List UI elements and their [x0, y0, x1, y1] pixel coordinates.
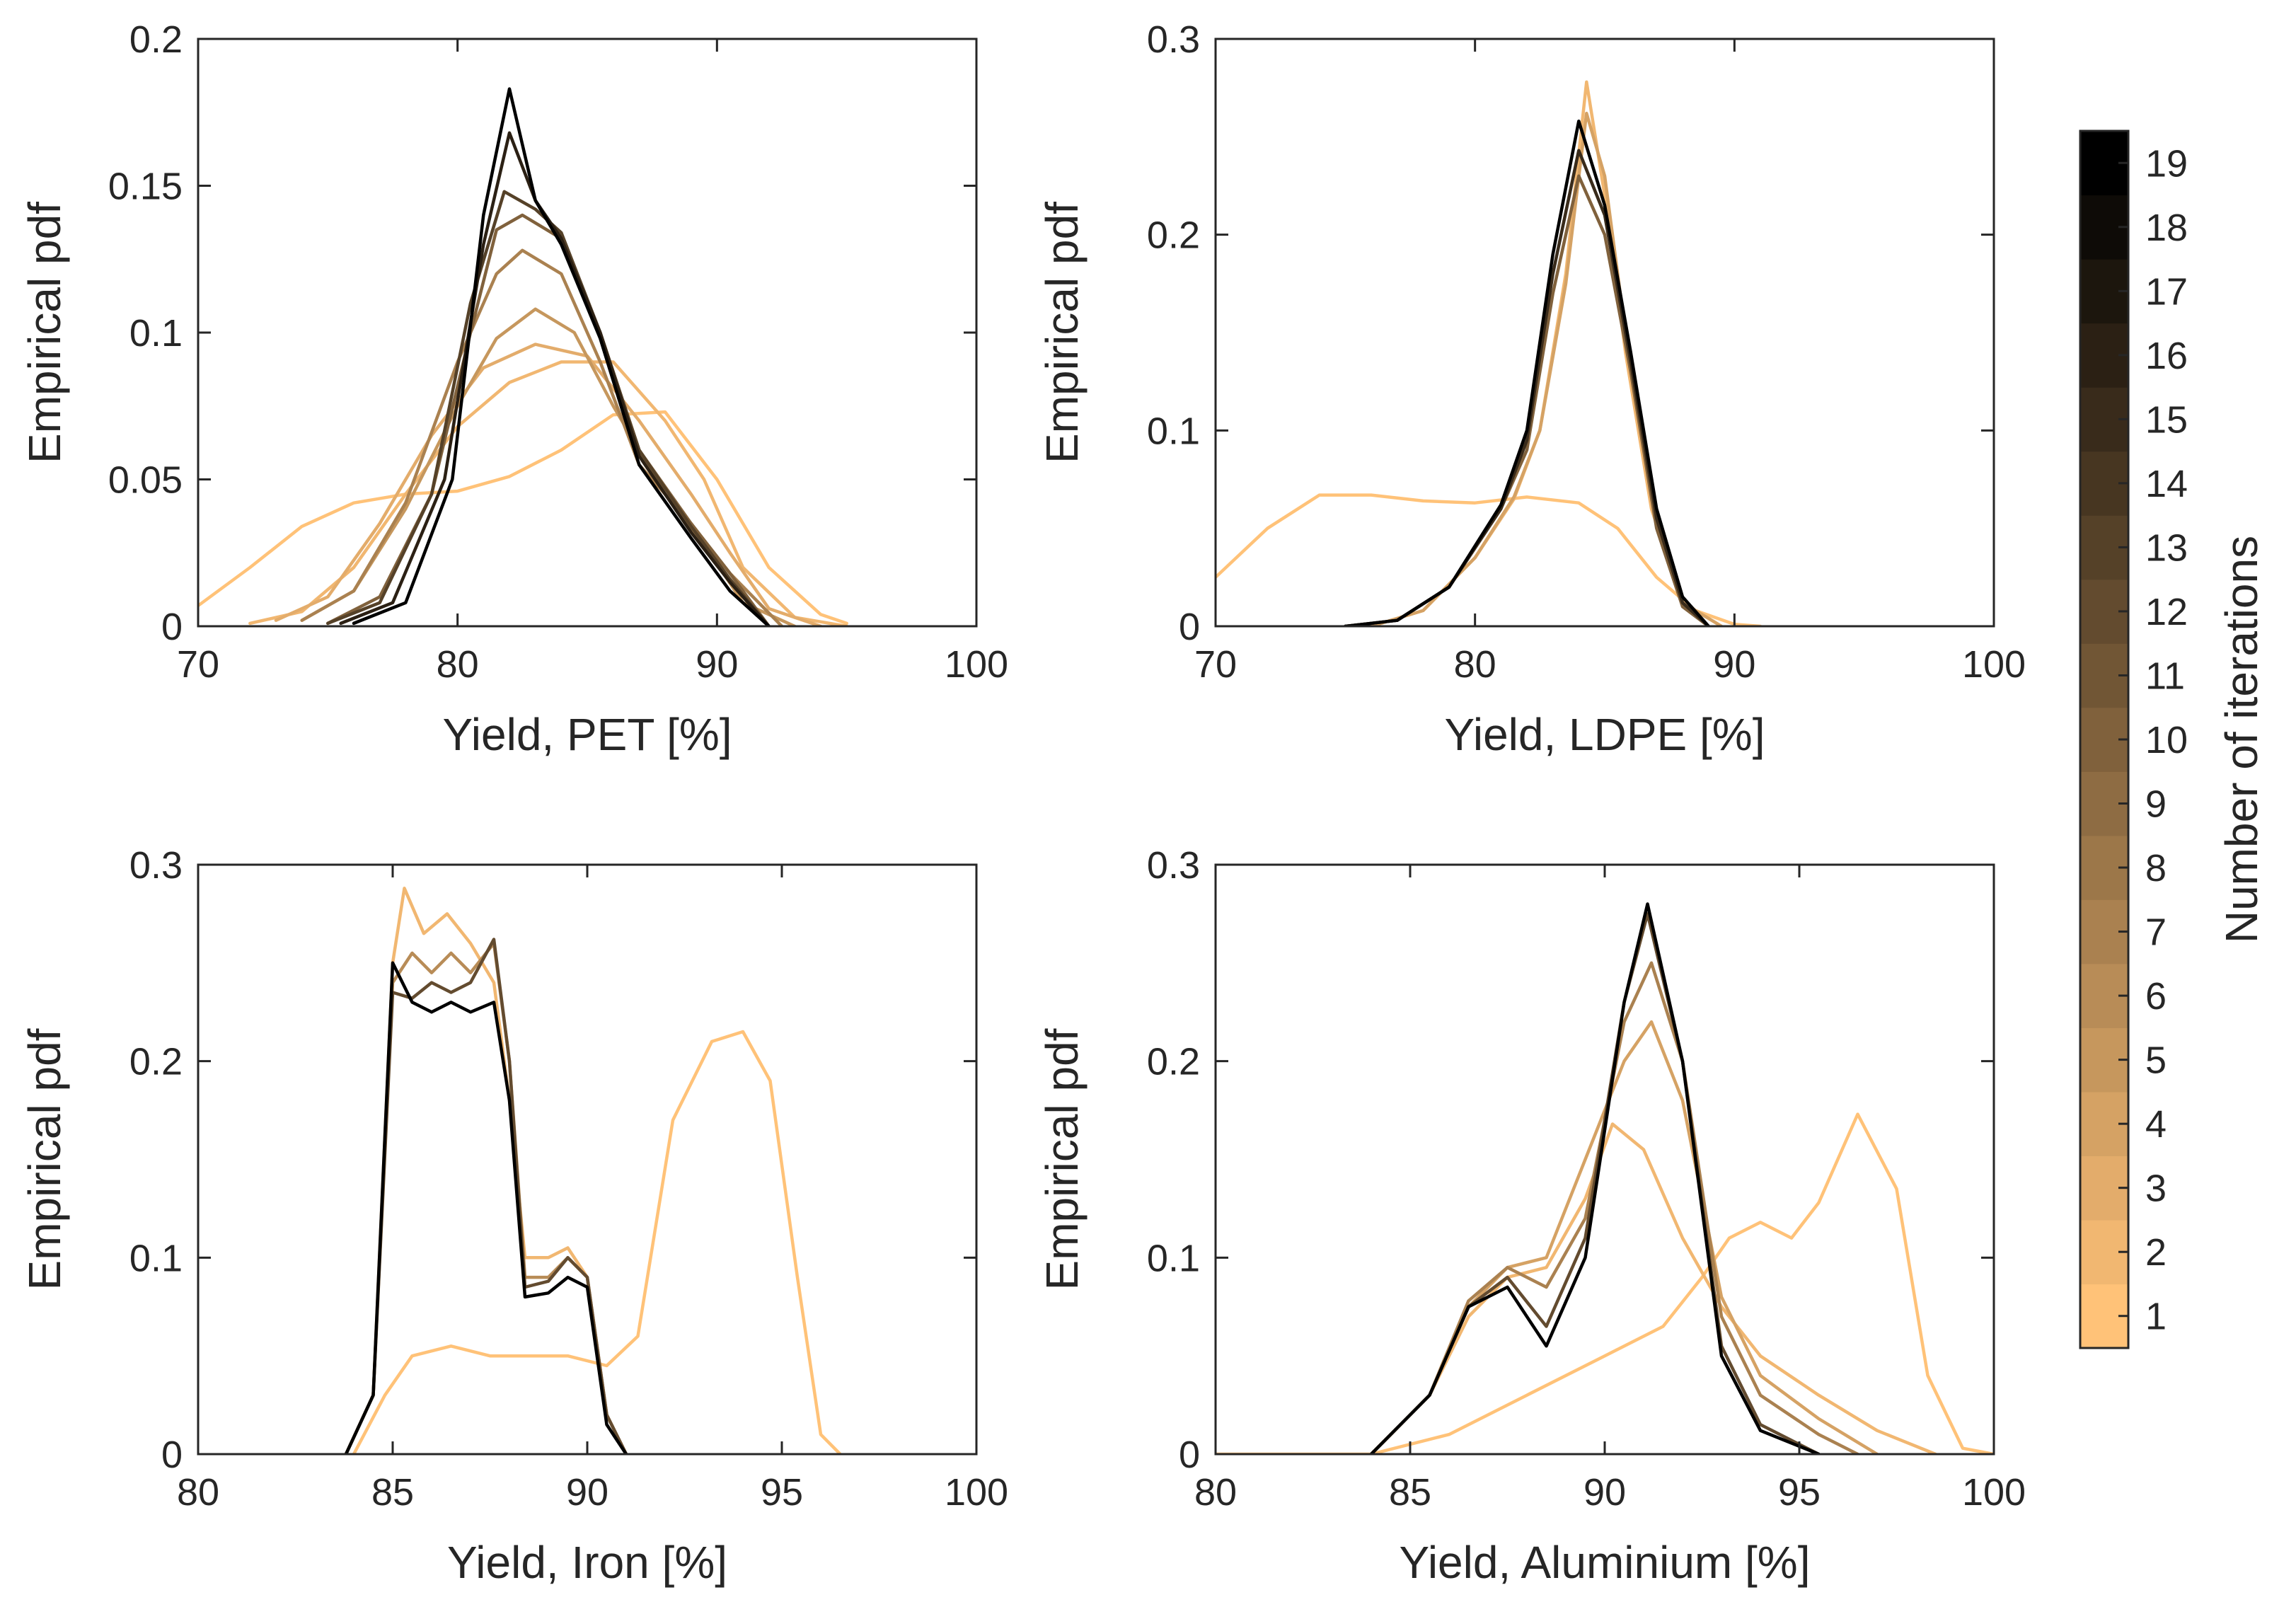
x-tick-label: 90: [1713, 643, 1755, 686]
panel-pet: 70 80 90 100 0 0.05 0.1 0.15 0.2 Yield, PET [%] Em…: [19, 18, 1008, 760]
series-line-iter-4: [1369, 1020, 1879, 1454]
series-line-iter-1: [352, 1030, 842, 1454]
series-line-iter-12: [344, 938, 628, 1454]
x-tick-label: 85: [1389, 1471, 1431, 1514]
colorbar-tick-label: 13: [2145, 526, 2188, 569]
series-line-iter-7: [300, 248, 784, 626]
y-tick-label: 0.3: [1147, 18, 1200, 61]
series-line-iter-19: [1369, 902, 1821, 1454]
colorbar-tick-label: 19: [2145, 142, 2188, 185]
series-group: [198, 87, 848, 626]
y-axis-label: Empirical pdf: [1037, 1028, 1088, 1290]
series-line-iter-10: [1344, 174, 1710, 626]
colorbar-tick-label: 17: [2145, 270, 2188, 313]
x-tick-label: 100: [1962, 1471, 2026, 1514]
y-tick-label: 0: [1179, 1434, 1200, 1476]
series-line-iter-2: [248, 360, 848, 626]
axes-box: [1214, 863, 1995, 1456]
series-line-iter-2: [1369, 1122, 1937, 1454]
x-tick-label: 90: [566, 1471, 608, 1514]
y-tick-label: 0.2: [1147, 1041, 1200, 1083]
y-tick-label: 0.2: [129, 18, 183, 61]
x-tick-label: 80: [437, 643, 479, 686]
y-tick-label: 0: [1179, 606, 1200, 648]
y-tick-label: 0.2: [1147, 214, 1200, 257]
y-axis-label: Empirical pdf: [1037, 202, 1088, 463]
series-line-iter-1: [198, 410, 848, 626]
series-line-iter-19: [352, 87, 771, 626]
axes-box: [1214, 38, 1995, 628]
colorbar-tick-label: 5: [2145, 1039, 2167, 1082]
colorbar-tick-label: 18: [2145, 207, 2188, 249]
colorbar-tick-label: 12: [2145, 591, 2188, 633]
colorbar-tick-label: 14: [2145, 463, 2188, 505]
series-line-iter-13: [326, 190, 771, 626]
x-tick-label: 80: [1194, 1471, 1237, 1514]
colorbar-label: Number of iterations: [2216, 536, 2267, 943]
series-line-iter-3: [274, 342, 823, 626]
panel-iron: 80 85 90 95 100 0 0.1 0.2 0.3 Yield, Iron [%] Empi…: [19, 844, 1008, 1588]
series-group: [1216, 80, 1763, 626]
colorbar-tick-label: 4: [2145, 1103, 2167, 1146]
x-tick-label: 70: [177, 643, 219, 686]
y-tick-label: 0.1: [129, 1237, 183, 1279]
x-axis-label: Yield, LDPE [%]: [1445, 709, 1765, 760]
series-line-iter-6: [344, 941, 628, 1454]
x-axis-label: Yield, Aluminium [%]: [1400, 1537, 1811, 1588]
y-tick-label: 0.05: [108, 459, 183, 502]
series-line-iter-1: [1216, 493, 1763, 626]
colorbar-tick-label: 6: [2145, 975, 2167, 1018]
panel-aluminium: 80 85 90 95 100 0 0.1 0.2 0.3 Yield, Aluminium [%…: [1037, 844, 2026, 1588]
x-axis-label: Yield, PET [%]: [442, 709, 732, 760]
y-tick-label: 0: [161, 1434, 183, 1476]
axes-box: [197, 863, 978, 1456]
y-tick-label: 0: [161, 606, 183, 648]
series-line-iter-19: [1344, 119, 1710, 626]
y-tick-label: 0.2: [129, 1041, 183, 1083]
colorbar-tick-label: 3: [2145, 1168, 2167, 1210]
colorbar-tick-label: 9: [2145, 783, 2167, 826]
y-tick-label: 0.3: [129, 844, 183, 887]
colorbar-tick-label: 10: [2145, 719, 2188, 761]
colorbar-tick-label: 15: [2145, 398, 2188, 441]
x-tick-label: 95: [1778, 1471, 1821, 1514]
x-tick-label: 100: [945, 1471, 1008, 1514]
series-group: [1216, 902, 1994, 1454]
series-line-iter-1: [1216, 1112, 1994, 1454]
y-axis-label: Empirical pdf: [19, 202, 70, 463]
series-line-iter-19: [344, 961, 628, 1454]
y-tick-label: 0.15: [108, 166, 183, 208]
panel-ldpe: 70 80 90 100 0 0.1 0.2 0.3 Yield, LDPE [%] Empiri…: [1037, 18, 2026, 760]
x-axis-label: Yield, Iron [%]: [447, 1537, 727, 1588]
x-tick-label: 80: [177, 1471, 219, 1514]
series-line-iter-2: [344, 887, 628, 1454]
colorbar-tick-label: 1: [2145, 1296, 2167, 1338]
series-line-iter-15: [1344, 149, 1710, 626]
x-tick-label: 90: [696, 643, 738, 686]
y-tick-label: 0.1: [129, 312, 183, 355]
x-tick-label: 70: [1194, 643, 1237, 686]
y-axis-label: Empirical pdf: [19, 1028, 70, 1290]
x-tick-label: 100: [1962, 643, 2026, 686]
series-line-iter-2: [1369, 80, 1724, 626]
series-line-iter-10: [326, 213, 771, 626]
colorbar-tick-label: 16: [2145, 335, 2188, 377]
x-tick-label: 80: [1454, 643, 1496, 686]
series-group: [344, 887, 842, 1454]
colorbar-tick-label: 8: [2145, 847, 2167, 889]
colorbar-tick-label: 2: [2145, 1231, 2167, 1274]
series-line-iter-7: [1369, 961, 1859, 1454]
y-tick-label: 0.1: [1147, 410, 1200, 452]
x-tick-label: 85: [371, 1471, 414, 1514]
y-tick-label: 0.1: [1147, 1237, 1200, 1279]
x-tick-label: 90: [1583, 1471, 1626, 1514]
x-tick-label: 95: [761, 1471, 803, 1514]
colorbar-tick-label: 7: [2145, 911, 2167, 954]
y-tick-label: 0.3: [1147, 844, 1200, 887]
colorbar-tick-label: 11: [2145, 655, 2185, 697]
x-tick-label: 100: [945, 643, 1008, 686]
